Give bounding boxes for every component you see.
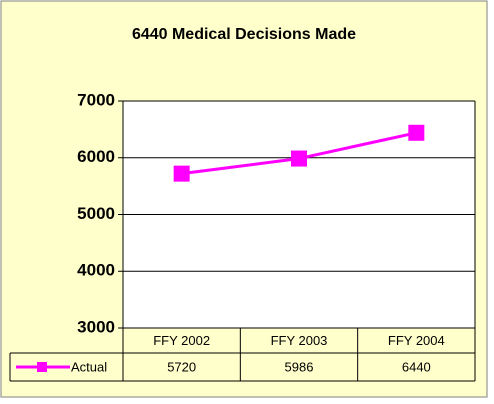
y-tick-label: 7000 bbox=[77, 90, 115, 109]
point-marker bbox=[173, 165, 190, 182]
legend-marker bbox=[37, 362, 47, 372]
legend-label: Actual bbox=[71, 359, 107, 374]
y-tick-label: 6000 bbox=[77, 147, 115, 166]
y-tick-label: 3000 bbox=[77, 317, 115, 336]
table-value: 5720 bbox=[167, 359, 196, 374]
point-marker bbox=[408, 124, 425, 141]
y-tick-label: 4000 bbox=[77, 261, 115, 280]
x-tick-label: FFY 2003 bbox=[271, 333, 328, 348]
table-value: 5986 bbox=[285, 359, 314, 374]
x-tick-label: FFY 2002 bbox=[153, 333, 210, 348]
y-tick-label: 5000 bbox=[77, 204, 115, 223]
x-tick-label: FFY 2004 bbox=[388, 333, 445, 348]
chart-title: 6440 Medical Decisions Made bbox=[132, 26, 356, 43]
point-marker bbox=[291, 150, 307, 167]
table-value: 6440 bbox=[402, 359, 431, 374]
